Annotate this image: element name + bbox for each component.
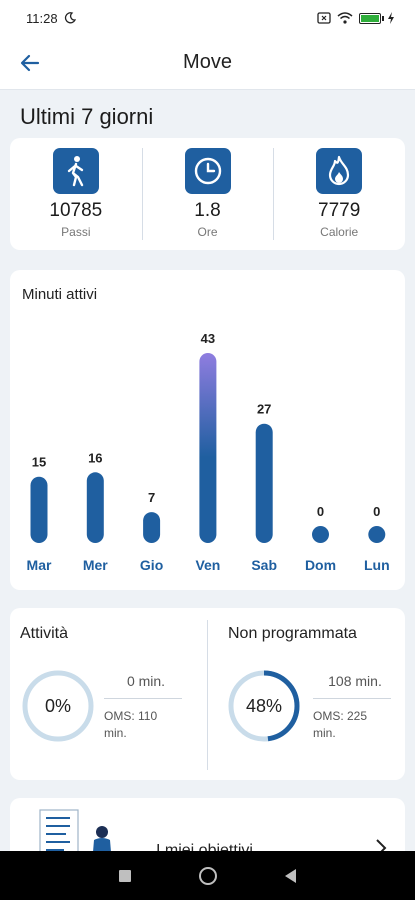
active-minutes-chart: 15 Mar 16 Mer 7 Gio 43 Ven 27 Sab 0 Dom 0 Lun <box>27 331 390 573</box>
value-label-dom: 0 <box>317 504 324 519</box>
calories-stat: 7779 Calorie <box>273 138 405 250</box>
bar-ven <box>199 353 217 543</box>
column-divider <box>207 620 208 770</box>
recent-apps-icon[interactable] <box>119 869 131 882</box>
charging-icon <box>388 12 394 24</box>
home-icon[interactable] <box>199 866 217 885</box>
bar-lun <box>368 526 386 543</box>
system-nav-bar <box>0 851 415 900</box>
calories-label: Calorie <box>320 225 359 239</box>
activity-card: Attività 0% 0 min. OMS: 110 min. Non pro… <box>10 608 405 780</box>
steps-value: 10785 <box>49 200 103 221</box>
divider <box>104 698 182 699</box>
bar-mer <box>86 472 104 543</box>
page-title: Move <box>183 51 232 73</box>
category-label-mer: Mer <box>83 557 108 573</box>
category-label-sab: Sab <box>251 557 277 573</box>
steps-label: Passi <box>61 225 91 239</box>
category-label-gio: Gio <box>140 557 163 573</box>
battery-icon <box>359 12 384 24</box>
value-label-lun: 0 <box>373 504 380 519</box>
unscheduled-oms: OMS: 225 min. <box>313 709 368 740</box>
value-label-mer: 16 <box>88 450 102 465</box>
section-title: Ultimi 7 giorni <box>20 104 154 129</box>
wifi-icon <box>337 12 353 24</box>
active-minutes-card: Minuti attivi 15 Mar 16 Mer 7 Gio 43 Ven 27 Sab 0 D… <box>10 270 405 590</box>
chart-title: Minuti attivi <box>22 286 98 303</box>
scheduled-activity: Attività 0% 0 min. OMS: 110 min. <box>10 608 207 780</box>
value-label-mar: 15 <box>32 455 46 470</box>
unscheduled-activity: Non programmata 48% 108 min. OMS: 225 mi… <box>208 608 405 780</box>
bar-gio <box>143 512 161 543</box>
sim-icon <box>317 12 331 24</box>
flame-icon <box>316 148 363 194</box>
walking-person-icon <box>52 148 99 194</box>
category-label-lun: Lun <box>364 557 390 573</box>
category-label-ven: Ven <box>195 557 220 573</box>
moon-icon <box>64 12 76 24</box>
unscheduled-minutes: 108 min. <box>328 673 382 689</box>
bar-dom <box>312 526 329 543</box>
value-label-gio: 7 <box>148 490 155 505</box>
unscheduled-progress-ring: 48% <box>226 668 302 749</box>
scheduled-title: Attività <box>20 625 69 642</box>
clock-icon <box>184 148 231 194</box>
scheduled-minutes: 0 min. <box>126 673 166 689</box>
calories-value: 7779 <box>318 200 361 221</box>
scheduled-progress-ring: 0% <box>20 668 96 749</box>
bar-sab <box>255 423 273 543</box>
hours-stat: 1.8 Ore <box>141 138 274 250</box>
status-time: 11:28 <box>26 10 58 26</box>
unscheduled-percent: 48% <box>245 695 283 716</box>
hours-label: Ore <box>197 225 218 239</box>
divider <box>313 698 391 699</box>
category-label-mar: Mar <box>27 557 52 573</box>
back-nav-icon[interactable] <box>285 868 296 883</box>
arrow-left-icon <box>20 54 40 72</box>
app-bar: Move <box>0 36 415 90</box>
unscheduled-title: Non programmata <box>228 625 357 642</box>
scheduled-percent: 0% <box>44 695 71 716</box>
category-label-dom: Dom <box>305 557 336 573</box>
steps-stat: 10785 Passi <box>10 138 142 250</box>
summary-card: 10785 Passi 1.8 Ore 7779 Calorie <box>10 138 405 250</box>
back-button[interactable] <box>14 48 46 78</box>
value-label-ven: 43 <box>201 331 215 346</box>
value-label-sab: 27 <box>257 402 271 417</box>
scheduled-oms: OMS: 110 min. <box>104 709 158 740</box>
status-bar: 11:28 <box>0 0 415 36</box>
hours-value: 1.8 <box>194 200 221 221</box>
bar-mar <box>30 476 48 543</box>
